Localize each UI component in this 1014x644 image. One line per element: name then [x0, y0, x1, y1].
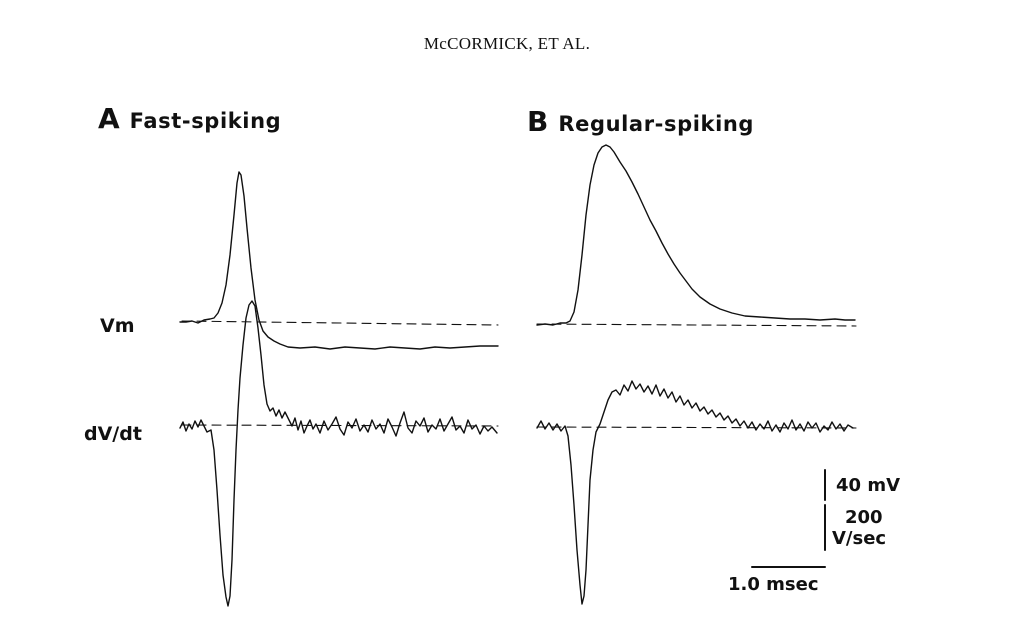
panel-a-dvdt-trace: [179, 300, 498, 607]
scale-label-rate-value: 200: [845, 507, 883, 528]
dvdt-trace-label: dV/dt: [84, 423, 142, 445]
panel-b-dvdt-baseline: [536, 426, 857, 429]
panel-a-title: A Fast-spiking: [98, 102, 281, 135]
panel-b-letter: B: [527, 105, 549, 138]
panel-b-vm-trace: [536, 144, 856, 326]
panel-a-vm-baseline: [181, 320, 499, 326]
panel-b-vm-baseline: [536, 323, 857, 327]
scale-label-voltage: 40 mV: [836, 475, 901, 496]
panel-a-dvdt-baseline: [181, 424, 499, 427]
vm-trace-label: Vm: [100, 315, 135, 337]
panel-a-vm-trace: [179, 171, 499, 350]
panel-b-name: Regular-spiking: [558, 112, 755, 136]
scale-label-time: 1.0 msec: [728, 574, 819, 595]
panel-b-title: B Regular-spiking: [527, 105, 754, 138]
panel-a-name: Fast-spiking: [129, 109, 282, 133]
running-head: McCORMICK, ET AL.: [423, 34, 591, 53]
panel-a-letter: A: [98, 102, 120, 135]
panel-b-dvdt-trace: [536, 380, 854, 605]
scale-label-rate-unit: V/sec: [832, 528, 887, 549]
